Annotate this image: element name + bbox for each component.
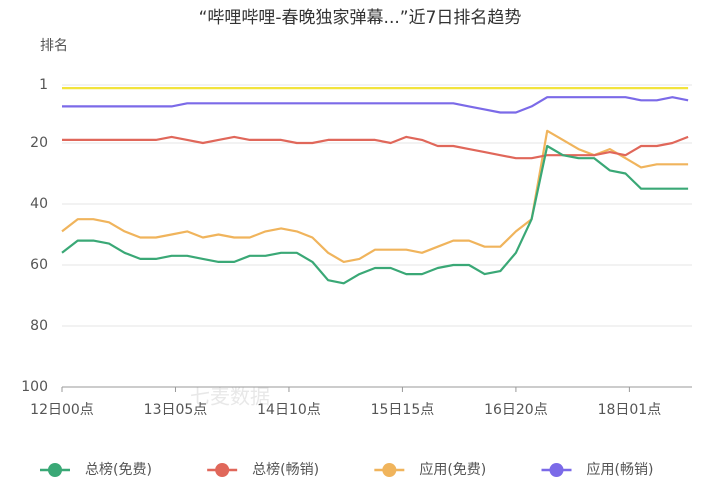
chart-title: “哔哩哔哩-春晚独家弹幕...”近7日排名趋势 [199,8,522,28]
y-tick-label: 20 [30,135,48,151]
legend-label: 应用(免费) [419,461,486,478]
x-tick-label: 15日15点 [371,402,435,418]
series-line [61,144,689,285]
legend-label: 总榜(畅销) [252,461,319,478]
legend-marker [48,463,62,477]
series-line [62,135,689,160]
legend-label: 应用(畅销) [587,461,654,478]
legend-marker [382,463,397,477]
y-axis-label: 排名 [40,38,68,54]
x-tick-label: 14日10点 [257,402,321,418]
y-tick-label: 60 [30,257,48,273]
y-tick-label: 40 [30,196,48,212]
legend-label: 总榜(免费) [85,461,152,478]
x-tick-label: 12日00点 [30,402,94,418]
y-tick-label: 1 [39,77,48,93]
x-tick-label: 16日20点 [484,402,548,418]
series-line [62,96,689,114]
series-line [61,129,689,263]
y-tick-label: 100 [21,379,48,395]
watermark: 七麦数据 [190,385,270,409]
legend-marker [549,463,564,477]
legend-marker [215,463,230,477]
x-tick-label: 13日05点 [144,402,208,418]
x-tick-label: 18日01点 [598,402,662,418]
y-tick-label: 80 [30,318,48,334]
